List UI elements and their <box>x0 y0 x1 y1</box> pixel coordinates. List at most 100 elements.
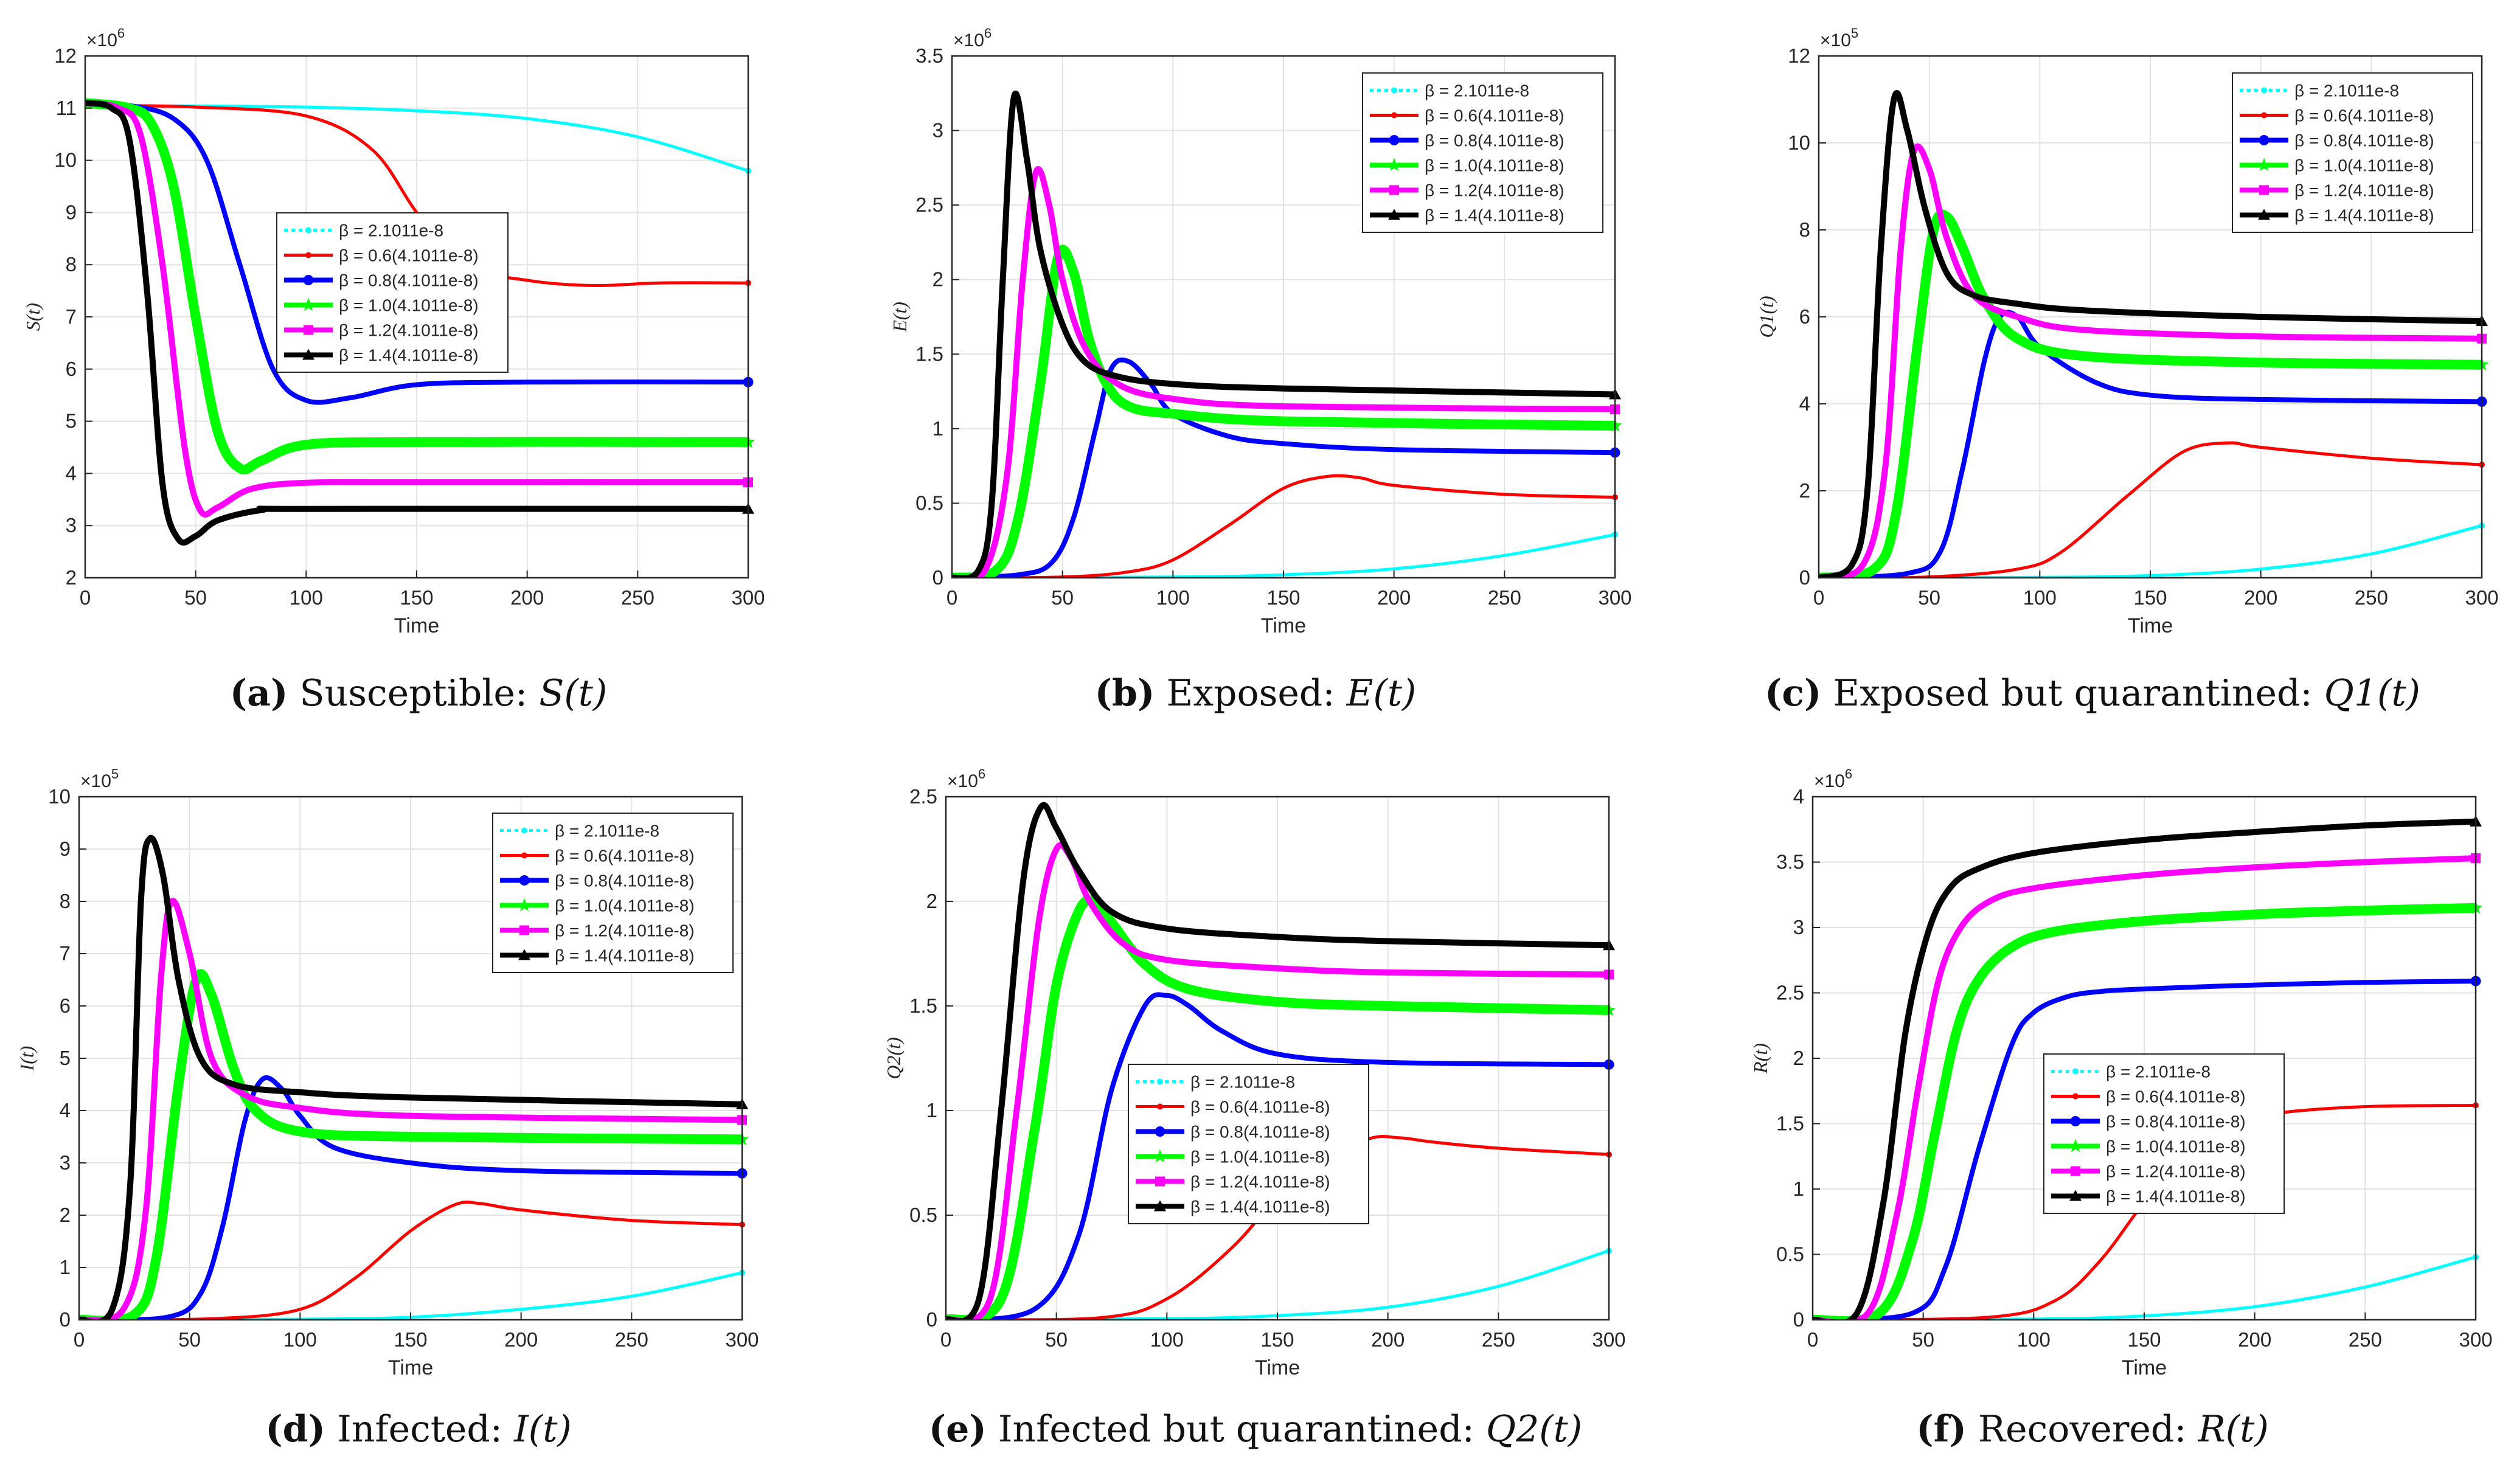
legend-marker-6 <box>1154 1200 1166 1212</box>
legend-entry-6: β = 1.4(4.1011e-8) <box>2106 1187 2246 1206</box>
x-tick-label: 150 <box>2133 586 2167 609</box>
tick-labels: 0 50 100 150 200 250 300 0 2 4 6 8 10 12 <box>1788 44 2498 609</box>
axis-multiplier: ×106 <box>953 26 992 50</box>
legend-marker-1 <box>305 227 311 234</box>
series-line-6 <box>946 802 1609 1320</box>
caption-math: I(t) <box>514 1408 572 1451</box>
legend-marker-6 <box>2258 209 2270 220</box>
y-tick-label: 5 <box>66 410 77 432</box>
y-tick-label: 8 <box>66 253 77 276</box>
y-tick-label: 6 <box>1799 305 1810 328</box>
chart-a: 0 50 100 150 200 250 300 2 3 4 5 6 7 8 9 10 11 12 ×106 Time… <box>22 26 765 637</box>
caption-math: R(t) <box>2198 1408 2269 1451</box>
x-axis-label: Time <box>1255 1356 1300 1379</box>
tick-labels: 0 50 100 150 200 250 300 0 0.5 1 1.5 2 2.5 <box>909 785 1625 1351</box>
chart-b: 0 50 100 150 200 250 300 0 0.5 1 1.5 2 2.5 3 3.5 ×106 Ti… <box>889 26 1632 637</box>
legend-entry-6: β = 1.4(4.1011e-8) <box>2294 206 2434 225</box>
legend-entry-1: β = 2.1011e-8 <box>2294 81 2399 100</box>
legend-marker-4 <box>2068 1139 2083 1153</box>
legend-entry-3: β = 0.8(4.1011e-8) <box>555 872 695 890</box>
series-line-4 <box>1819 209 2482 578</box>
x-tick-label: 300 <box>725 1328 759 1351</box>
x-tick-label: 200 <box>1371 1328 1405 1351</box>
legend-marker-2 <box>1391 112 1397 119</box>
legend-entry-6: β = 1.4(4.1011e-8) <box>1425 206 1565 225</box>
series-line-4 <box>946 895 1609 1320</box>
legend-marker-6 <box>518 949 530 960</box>
x-tick-label: 50 <box>1045 1328 1068 1351</box>
legend-marker-2 <box>305 252 311 258</box>
legend-entry-1: β = 2.1011e-8 <box>2106 1063 2211 1081</box>
legend-entry-3: β = 0.8(4.1011e-8) <box>1190 1123 1330 1142</box>
legend-entry-3: β = 0.8(4.1011e-8) <box>2106 1112 2246 1131</box>
tick-labels: 0 50 100 150 200 250 300 0 0.5 1 1.5 2 2.5 3 3.5 <box>915 44 1631 609</box>
legend-entry-5: β = 1.2(4.1011e-8) <box>555 921 695 940</box>
legend-box <box>1128 1064 1369 1224</box>
series-line-4 <box>85 98 748 475</box>
x-axis-label: Time <box>388 1356 433 1379</box>
legend-marker-2 <box>2072 1093 2079 1100</box>
legend-box <box>2043 1053 2285 1214</box>
series-line-6 <box>1813 818 2476 1320</box>
caption-d: (d) Infected: I(t) <box>0 1408 837 1451</box>
y-tick-label: 2 <box>60 1204 71 1226</box>
y-tick-label: 3 <box>1793 916 1804 938</box>
caption-letter: (b) <box>1094 672 1155 715</box>
series-line-4 <box>79 969 742 1320</box>
y-tick-label: 10 <box>48 785 71 808</box>
caption-letter: (e) <box>928 1408 987 1451</box>
y-tick-label: 7 <box>66 305 77 328</box>
caption-letter: (c) <box>1765 672 1822 715</box>
y-axis-label: S(t) <box>22 303 44 331</box>
x-tick-label: 200 <box>2238 1328 2271 1351</box>
axis-multiplier: ×106 <box>947 766 985 791</box>
y-tick-label: 0 <box>1799 566 1810 589</box>
x-tick-label: 300 <box>731 586 765 609</box>
x-tick-label: 150 <box>1260 1328 1294 1351</box>
legend-marker-3 <box>1155 1126 1165 1137</box>
legend-entry-2: β = 0.6(4.1011e-8) <box>1425 106 1565 125</box>
y-tick-label: 3.5 <box>915 44 943 67</box>
legend-entry-5: β = 1.2(4.1011e-8) <box>1190 1173 1330 1191</box>
legend-entry-1: β = 2.1011e-8 <box>1425 81 1529 100</box>
x-tick-label: 200 <box>2244 586 2277 609</box>
legend-marker-4 <box>1387 158 1401 172</box>
y-tick-label: 2 <box>926 890 937 912</box>
x-tick-label: 250 <box>2355 586 2388 609</box>
y-axis-label: Q2(t) <box>883 1037 905 1079</box>
legend: β = 2.1011e-8 β = 0.6(4.1011e-8) β = 0.8(4… <box>492 813 734 973</box>
x-tick-label: 300 <box>2465 586 2498 609</box>
x-tick-label: 50 <box>1051 586 1074 609</box>
legend: β = 2.1011e-8 β = 0.6(4.1011e-8) β = 0.8(4… <box>276 212 509 373</box>
caption-text: Exposed but quarantined: <box>1821 672 2324 715</box>
legend-marker-6 <box>2069 1190 2082 1201</box>
axis-multiplier: ×105 <box>1820 26 1858 50</box>
caption-text: Infected but quarantined: <box>986 1408 1486 1451</box>
series-group <box>1813 818 2476 1320</box>
x-tick-label: 250 <box>1482 1328 1515 1351</box>
x-axis-label: Time <box>2122 1356 2167 1379</box>
series-line-2 <box>1819 441 2482 578</box>
y-tick-label: 10 <box>54 149 77 172</box>
series-line-4 <box>1813 903 2476 1320</box>
y-axis-label: R(t) <box>1749 1043 1771 1074</box>
x-axis-label: Time <box>1261 614 1306 637</box>
caption-b: (b) Exposed: E(t) <box>837 672 1674 715</box>
series-group <box>1819 90 2482 578</box>
legend-entry-2: β = 0.6(4.1011e-8) <box>1190 1098 1330 1117</box>
series-line-2 <box>79 1201 742 1320</box>
legend-entry-5: β = 1.2(4.1011e-8) <box>339 321 479 340</box>
y-tick-label: 0.5 <box>909 1204 937 1226</box>
x-tick-label: 150 <box>1266 586 1300 609</box>
y-tick-label: 1.5 <box>1776 1112 1804 1135</box>
x-tick-label: 150 <box>394 1328 427 1351</box>
legend-entry-4: β = 1.0(4.1011e-8) <box>2294 156 2434 175</box>
legend-marker-3 <box>2259 135 2270 145</box>
legend-box <box>276 212 509 373</box>
legend-marker-5 <box>519 925 529 935</box>
axis-multiplier: ×105 <box>80 766 119 791</box>
legend-entry-1: β = 2.1011e-8 <box>339 221 443 240</box>
x-tick-label: 0 <box>1813 586 1824 609</box>
legend: β = 2.1011e-8 β = 0.6(4.1011e-8) β = 0.8(4… <box>2043 1053 2285 1214</box>
y-tick-label: 2 <box>933 268 943 291</box>
